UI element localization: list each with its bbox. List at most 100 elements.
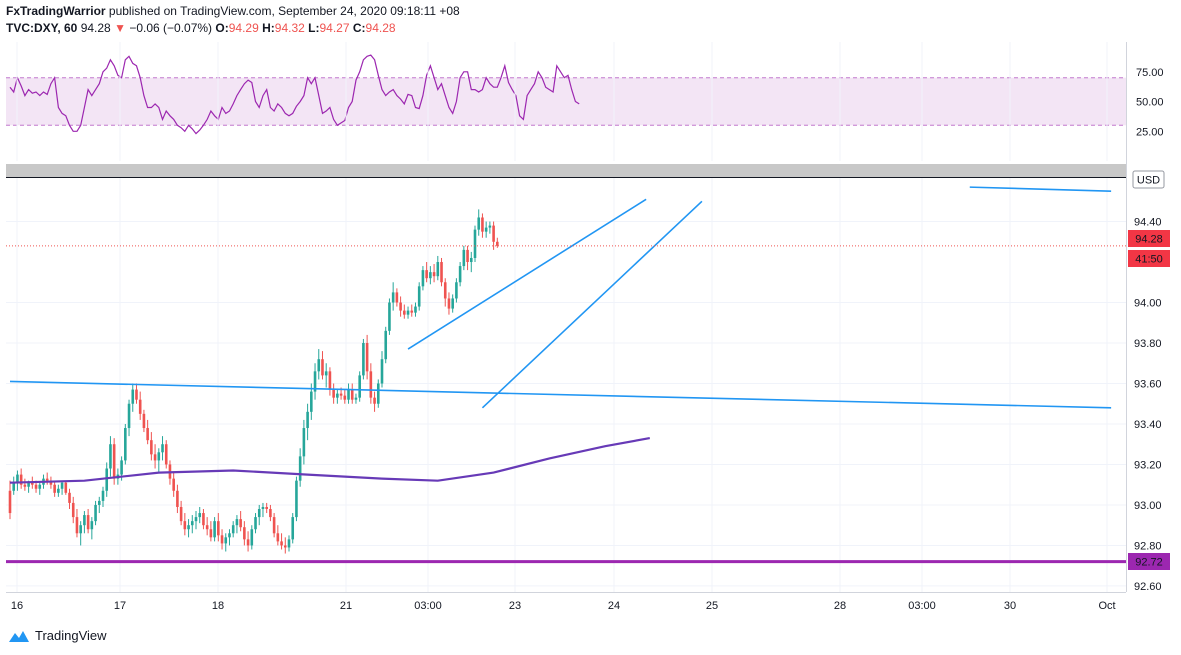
candle-up [458, 266, 462, 283]
candle-up [12, 482, 16, 491]
candle-down [45, 478, 49, 481]
candle-up [105, 468, 109, 491]
candle-down [176, 490, 179, 507]
pane-separator[interactable] [6, 164, 1126, 177]
candle-up [362, 343, 365, 376]
candle-down [34, 484, 38, 489]
currency-badge[interactable] [1132, 170, 1165, 189]
rsi-tick-label: 75.00 [1136, 67, 1164, 79]
candle-down [350, 389, 354, 400]
candle-up [488, 225, 492, 228]
candle-up [473, 229, 477, 258]
candle-down [332, 389, 335, 398]
candle-down [243, 527, 246, 540]
last-price-badge-bg [1128, 230, 1170, 247]
candle-down [365, 343, 369, 372]
candle-up [455, 282, 458, 299]
candle-up [228, 533, 231, 538]
candle-up [484, 227, 488, 232]
high-label: H: [262, 21, 275, 35]
support-badge: 92.72 [1135, 557, 1163, 569]
author-name[interactable]: FxTradingWarrior [6, 4, 106, 18]
rsi-band [6, 77, 1126, 126]
low-label: L: [308, 21, 320, 35]
price-tick-label: 93.40 [1134, 419, 1162, 431]
time-tick-label: 16 [11, 600, 23, 612]
candle-down [399, 302, 402, 311]
candle-down [150, 440, 153, 455]
candle-down [343, 395, 347, 400]
price-tick-label: 93.20 [1134, 459, 1162, 471]
candle-down [64, 482, 68, 493]
candle-down [86, 515, 90, 530]
symbol-name[interactable]: TVC:DXY, 60 [6, 21, 78, 35]
candle-down [209, 529, 213, 538]
candle-down [443, 282, 447, 299]
candle-up [429, 272, 432, 279]
price-tick-label: 93.60 [1134, 378, 1162, 390]
price-tick-label: 92.60 [1134, 581, 1162, 593]
candle-down [425, 270, 428, 279]
candle-up [94, 504, 97, 522]
rsi-panel: 75.00 50.00 25.00 [6, 54, 1164, 138]
candle-up [317, 359, 321, 372]
candle-up [302, 428, 306, 457]
trendline [481, 200, 703, 409]
price-change: −0.06 (−0.07%) [129, 21, 213, 35]
time-tick-label: 03:00 [414, 600, 442, 612]
candle-down [31, 482, 34, 485]
candle-down [153, 454, 157, 461]
candle-up [190, 521, 194, 526]
candle-up [198, 513, 202, 518]
candle-up [380, 359, 384, 384]
candle-up [213, 521, 216, 538]
candle-down [432, 272, 436, 277]
price-panel [8, 209, 499, 554]
published-text: published on TradingView.com, September … [105, 4, 460, 18]
candle-down [369, 371, 373, 398]
candle-down [283, 545, 287, 548]
candle-up [235, 519, 239, 526]
footer: TradingView [8, 628, 107, 643]
candle-down [466, 249, 469, 263]
candle-up [127, 403, 131, 429]
candle-down [202, 513, 205, 526]
candle-down [8, 490, 12, 514]
rsi-line [9, 54, 580, 135]
candle-up [101, 490, 105, 501]
candle-down [183, 521, 187, 530]
candle-up [388, 302, 391, 331]
candle-down [265, 506, 268, 509]
tradingview-logo-icon[interactable] [8, 629, 30, 643]
candle-down [239, 519, 242, 528]
candle-down [328, 371, 332, 390]
time-tick-label: 23 [509, 600, 521, 612]
candle-up [306, 411, 309, 429]
candle-up [120, 460, 123, 475]
candle-up [194, 517, 198, 522]
time-tick-label: Oct [1098, 600, 1115, 612]
candle-down [71, 502, 75, 518]
candle-up [60, 482, 64, 489]
symbol-legend: TVC:DXY, 60 94.28 ▼ −0.06 (−0.07%) O:94.… [6, 21, 396, 35]
candle-up [421, 270, 425, 287]
candle-up [27, 482, 30, 487]
candle-up [38, 484, 42, 489]
candle-up [254, 517, 257, 530]
axes: USD 94.28 41:50 92.72 94.40 94.00 93.80 93.… [6, 42, 1170, 612]
candle-down [339, 393, 343, 396]
candle-up [83, 515, 86, 526]
time-tick-label: 28 [834, 600, 846, 612]
time-tick-label: 21 [340, 600, 352, 612]
price-tick-label: 93.80 [1134, 338, 1162, 350]
time-tick-label: 24 [608, 600, 620, 612]
candle-up [436, 262, 440, 277]
time-tick-label: 18 [212, 600, 224, 612]
candle-down [492, 225, 495, 242]
candle-down [142, 413, 146, 429]
candle-down [246, 539, 250, 546]
candle-down [276, 533, 280, 542]
tradingview-brand[interactable]: TradingView [35, 628, 107, 643]
candle-up [469, 257, 473, 263]
